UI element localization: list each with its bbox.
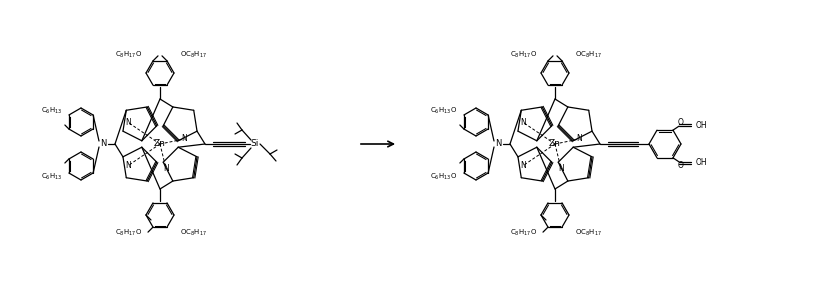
Text: Si: Si: [251, 139, 259, 149]
Text: C$_6$H$_{13}$O: C$_6$H$_{13}$O: [430, 172, 457, 182]
Text: C$_8$H$_{17}$O: C$_8$H$_{17}$O: [510, 50, 537, 60]
Text: C$_6$H$_{13}$: C$_6$H$_{13}$: [41, 106, 62, 116]
Text: N: N: [126, 118, 132, 127]
Text: N: N: [100, 139, 106, 149]
Text: OC$_8$H$_{17}$: OC$_8$H$_{17}$: [575, 50, 602, 60]
Text: OH: OH: [696, 121, 708, 130]
Text: C$_6$H$_{13}$: C$_6$H$_{13}$: [41, 172, 62, 182]
Text: N: N: [577, 134, 582, 143]
Text: N: N: [558, 164, 564, 173]
Text: O: O: [678, 118, 684, 127]
Text: OC$_8$H$_{17}$: OC$_8$H$_{17}$: [575, 228, 602, 238]
Text: N: N: [163, 164, 169, 173]
Text: OH: OH: [696, 158, 708, 167]
Text: C$_8$H$_{17}$O: C$_8$H$_{17}$O: [115, 50, 142, 60]
Text: Zn: Zn: [154, 139, 166, 149]
Text: N: N: [182, 134, 187, 143]
Text: N: N: [521, 161, 527, 170]
Text: C$_6$H$_{13}$O: C$_6$H$_{13}$O: [430, 106, 457, 116]
Text: OC$_8$H$_{17}$: OC$_8$H$_{17}$: [180, 50, 207, 60]
Text: C$_8$H$_{17}$O: C$_8$H$_{17}$O: [115, 228, 142, 238]
Text: N: N: [521, 118, 527, 127]
Text: O: O: [678, 161, 684, 170]
Text: OC$_8$H$_{17}$: OC$_8$H$_{17}$: [180, 228, 207, 238]
Text: N: N: [495, 139, 501, 149]
Text: C$_8$H$_{17}$O: C$_8$H$_{17}$O: [510, 228, 537, 238]
Text: Zn: Zn: [549, 139, 561, 149]
Text: N: N: [126, 161, 132, 170]
